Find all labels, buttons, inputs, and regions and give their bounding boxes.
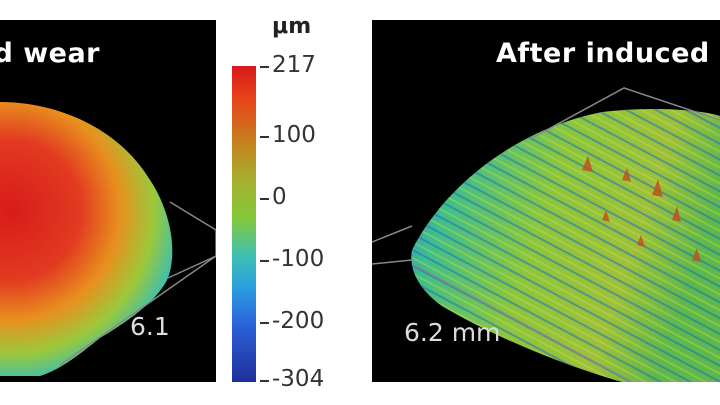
colorbar-tick-label: 100 — [272, 122, 316, 148]
box-edge-bottom — [411, 263, 633, 382]
right-surface-panel: After induced 6.2 mm — [372, 20, 720, 382]
colorbar-tick-label: -304 — [272, 366, 325, 392]
right-dimension-label: 6.2 mm — [404, 318, 501, 347]
colorbar-tick-label: -200 — [272, 308, 325, 334]
colorbar-tick — [260, 66, 269, 68]
left-panel-title: d wear — [0, 38, 100, 69]
colorbar-tick — [260, 322, 269, 324]
left-dimension-label: 6.1 — [130, 312, 170, 341]
colorbar-tick-label: 0 — [272, 184, 287, 210]
box-edge-bottom — [59, 255, 216, 366]
surface-blob — [0, 102, 173, 376]
colorbar-tick — [260, 380, 269, 382]
colorbar-tick-label: 217 — [272, 52, 316, 78]
colorbar-tick-label: -100 — [272, 246, 325, 272]
right-surface-plot — [372, 87, 720, 382]
left-surface-panel: d wear 6.1 — [0, 20, 216, 382]
box-edge — [167, 201, 216, 279]
box-edge — [372, 225, 413, 265]
colorbar-unit: μm — [272, 14, 312, 39]
colorbar-gradient — [232, 66, 256, 382]
wear-striations — [411, 109, 720, 382]
colorbar-legend: μm 217 100 0 -100 -200 -304 — [228, 14, 348, 394]
left-surface-plot — [0, 102, 216, 376]
right-panel-title: After induced — [496, 38, 710, 69]
colorbar-tick — [260, 198, 269, 200]
wear-peaks — [582, 156, 701, 262]
box-edge-top — [531, 87, 720, 139]
colorbar-tick — [260, 136, 269, 138]
colorbar-tick — [260, 260, 269, 262]
